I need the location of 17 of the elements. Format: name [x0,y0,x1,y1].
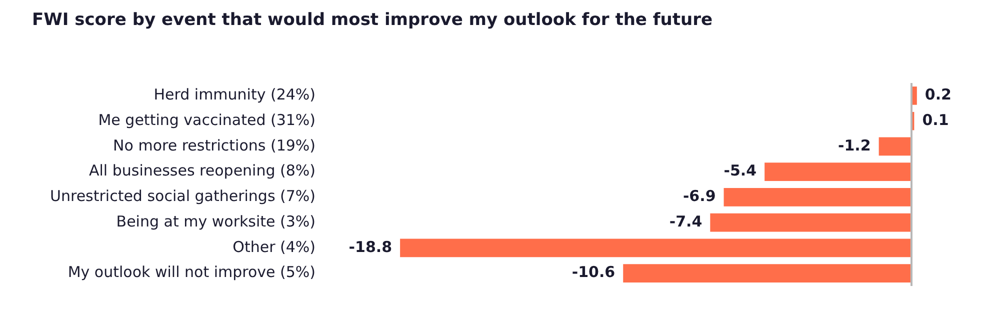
data-label: 0.1 [922,110,949,129]
data-label: -18.8 [348,238,392,256]
y-tick-label: Herd immunity (24%) [154,86,316,104]
data-label: -1.2 [838,136,871,154]
data-label: -6.9 [682,187,716,206]
data-label: -10.6 [572,263,616,282]
y-tick-label: All businesses reopening (8%) [89,162,316,180]
y-tick-label: Unrestricted social gatherings (7%) [50,187,316,206]
chart-title: FWI score by event that would most improve my outlook for the future [32,10,713,30]
y-tick-label: No more restrictions (19%) [113,136,316,154]
data-label: -7.4 [669,212,702,230]
data-label: -5.4 [724,162,757,180]
y-tick-label: My outlook will not improve (5%) [68,263,316,282]
y-tick-label: Other (4%) [232,238,316,256]
data-label: 0.2 [924,86,952,104]
y-tick-label: Me getting vaccinated (31%) [98,110,316,129]
y-tick-label: Being at my worksite (3%) [116,212,316,230]
